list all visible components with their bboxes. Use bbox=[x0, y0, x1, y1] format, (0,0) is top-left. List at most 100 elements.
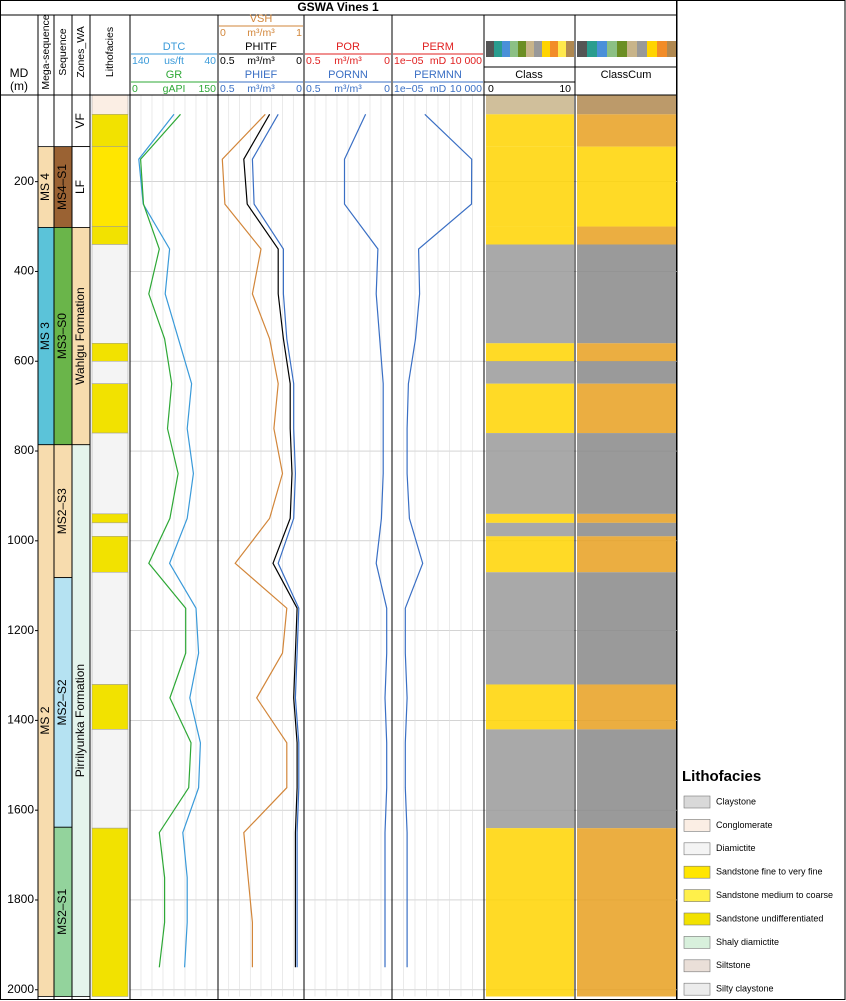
legend-frame bbox=[676, 0, 846, 1000]
lithofacies-interval bbox=[91, 522, 129, 537]
legend-swatch bbox=[683, 982, 711, 996]
depth-tick-label: 1800 bbox=[7, 892, 34, 906]
classcum-interval bbox=[577, 95, 676, 115]
class-interval bbox=[486, 361, 574, 384]
classcum-interval bbox=[577, 828, 676, 997]
lithofacies-interval bbox=[91, 571, 129, 685]
depth-tick-label: 800 bbox=[14, 443, 34, 457]
interval-label: MS2–S2 bbox=[55, 679, 69, 725]
curve-name: PERMNN bbox=[414, 69, 462, 81]
interval-label: MS2–S3 bbox=[55, 488, 69, 534]
scale-unit: m³/m³ bbox=[334, 55, 362, 67]
depth-tick-label: 400 bbox=[14, 264, 34, 278]
lithofacies-interval bbox=[91, 360, 129, 384]
track-name: ClassCum bbox=[601, 69, 652, 81]
scale-min: 0 bbox=[132, 83, 138, 95]
lithofacies-interval bbox=[91, 729, 129, 829]
class-interval bbox=[486, 684, 574, 730]
legend-title: Lithofacies bbox=[682, 768, 761, 785]
interval-label: Wahlgu Formation bbox=[73, 287, 87, 385]
legend-label: Sandstone undifferentiated bbox=[716, 913, 823, 923]
classcum-interval bbox=[577, 343, 676, 362]
scale-unit: us/ft bbox=[164, 55, 184, 67]
classcum-interval bbox=[577, 572, 676, 685]
log-curve bbox=[243, 114, 298, 968]
scale-max: 0 bbox=[296, 83, 302, 95]
depth-tick-label: 1600 bbox=[7, 802, 34, 816]
curve-name: PHIEF bbox=[245, 69, 278, 81]
scale-unit: m³/m³ bbox=[247, 55, 275, 67]
scale-min: 0.5 bbox=[220, 55, 235, 67]
scale-max: 10 bbox=[559, 83, 571, 95]
scale-max: 40 bbox=[204, 55, 216, 67]
interval-label: MS 3 bbox=[38, 322, 52, 350]
lithofacies-interval bbox=[91, 536, 129, 573]
scale-unit: m³/m³ bbox=[334, 83, 362, 95]
classcum-interval bbox=[577, 383, 676, 434]
curve-name: POR bbox=[336, 41, 360, 53]
class-interval bbox=[486, 244, 574, 344]
scale-max: 10 000 bbox=[450, 55, 482, 67]
legend-label: Siltstone bbox=[716, 960, 751, 970]
scale-min: 140 bbox=[132, 55, 150, 67]
title: GSWA Vines 1 bbox=[297, 0, 379, 14]
legend-label: Conglomerate bbox=[716, 820, 773, 830]
legend-swatch bbox=[683, 795, 711, 809]
classcum-interval bbox=[577, 226, 676, 245]
curve-name: DTC bbox=[163, 41, 186, 53]
lithofacies-interval bbox=[91, 146, 129, 227]
log-curve bbox=[138, 113, 202, 968]
curve-name: GR bbox=[166, 69, 183, 81]
scale-max: 0 bbox=[384, 55, 390, 67]
lithofacies-interval bbox=[91, 343, 129, 362]
log-curve bbox=[404, 113, 473, 968]
scale-min: 0 bbox=[488, 83, 494, 95]
scale-unit: m³/m³ bbox=[247, 83, 275, 95]
scale-min: 1e−05 bbox=[394, 83, 424, 95]
interval-label: MS4–S1 bbox=[55, 164, 69, 210]
lithofacies-interval bbox=[91, 383, 129, 434]
classcum-interval bbox=[577, 114, 676, 147]
curve-name: VSH bbox=[250, 13, 273, 25]
curve-name: PHITF bbox=[245, 41, 277, 53]
class-interval bbox=[486, 114, 574, 147]
lithofacies-interval bbox=[91, 114, 129, 147]
track-name: Class bbox=[515, 69, 543, 81]
depth-tick-label: 600 bbox=[14, 353, 34, 367]
legend-label: Shaly diamictite bbox=[716, 937, 779, 947]
scale-unit: m³/m³ bbox=[247, 27, 275, 39]
classcum-interval bbox=[577, 536, 676, 573]
class-interval bbox=[486, 343, 574, 362]
column-header: Mega-sequence bbox=[40, 14, 52, 89]
class-interval bbox=[486, 729, 574, 829]
scale-min: 0.5 bbox=[220, 83, 235, 95]
log-curve bbox=[343, 114, 388, 968]
class-interval bbox=[486, 536, 574, 573]
scale-min: 1e−05 bbox=[394, 55, 424, 67]
depth-tick-label: 1400 bbox=[7, 713, 34, 727]
class-interval bbox=[486, 146, 574, 227]
interval-label: VF bbox=[73, 113, 87, 128]
scale-max: 150 bbox=[198, 83, 216, 95]
class-interval bbox=[486, 226, 574, 245]
lithofacies-interval bbox=[91, 827, 129, 997]
depth-tick-label: 2000 bbox=[7, 982, 34, 996]
legend-swatch bbox=[683, 842, 711, 856]
interval-label: MS2–S1 bbox=[55, 889, 69, 935]
legend-label: Sandstone medium to coarse bbox=[716, 890, 833, 900]
lithofacies-interval bbox=[91, 94, 129, 115]
legend-swatch bbox=[683, 865, 711, 879]
lithofacies-interval bbox=[91, 226, 129, 245]
classcum-interval bbox=[577, 684, 676, 730]
interval-label: LF bbox=[73, 180, 87, 194]
class-interval bbox=[486, 433, 574, 514]
legend-swatch bbox=[683, 889, 711, 902]
scale-unit: mD bbox=[430, 55, 447, 67]
interval-label: Pirrilyunka Formation bbox=[73, 664, 87, 777]
curve-name: PERM bbox=[422, 41, 454, 53]
scale-min: 0.5 bbox=[306, 55, 321, 67]
legend-label: Claystone bbox=[716, 796, 756, 806]
column-header: Zones_WA bbox=[75, 26, 87, 78]
scale-unit: mD bbox=[430, 83, 447, 95]
